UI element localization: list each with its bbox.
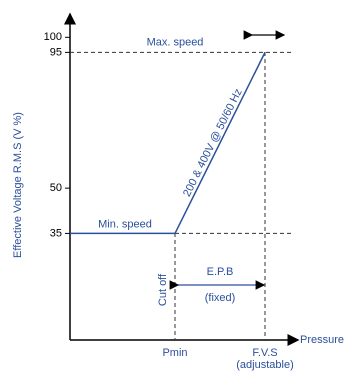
y-tick-label: 35 bbox=[50, 227, 62, 239]
y-tick-label: 50 bbox=[50, 182, 62, 194]
max-speed-label: Max. speed bbox=[147, 36, 204, 48]
band-note: (fixed) bbox=[205, 292, 236, 304]
cut-off-label: Cut off bbox=[157, 273, 169, 306]
min-speed-label: Min. speed bbox=[98, 218, 152, 230]
ramp-line bbox=[174, 52, 266, 234]
y-tick-label: 95 bbox=[50, 46, 62, 58]
x-axis-label: Pressure bbox=[300, 334, 344, 346]
y-tick-label: 100 bbox=[44, 31, 62, 43]
slope-label: 200 & 400V @ 50/60 Hz bbox=[181, 87, 245, 199]
x-point-label: Pmin bbox=[162, 347, 187, 359]
x-point-sublabel: (adjustable) bbox=[236, 359, 293, 371]
x-point-label: F.V.S bbox=[252, 347, 277, 359]
band-label: E.P.B bbox=[207, 266, 234, 278]
y-axis-label: Effective Voltage R.M.S (V %) bbox=[12, 112, 24, 258]
